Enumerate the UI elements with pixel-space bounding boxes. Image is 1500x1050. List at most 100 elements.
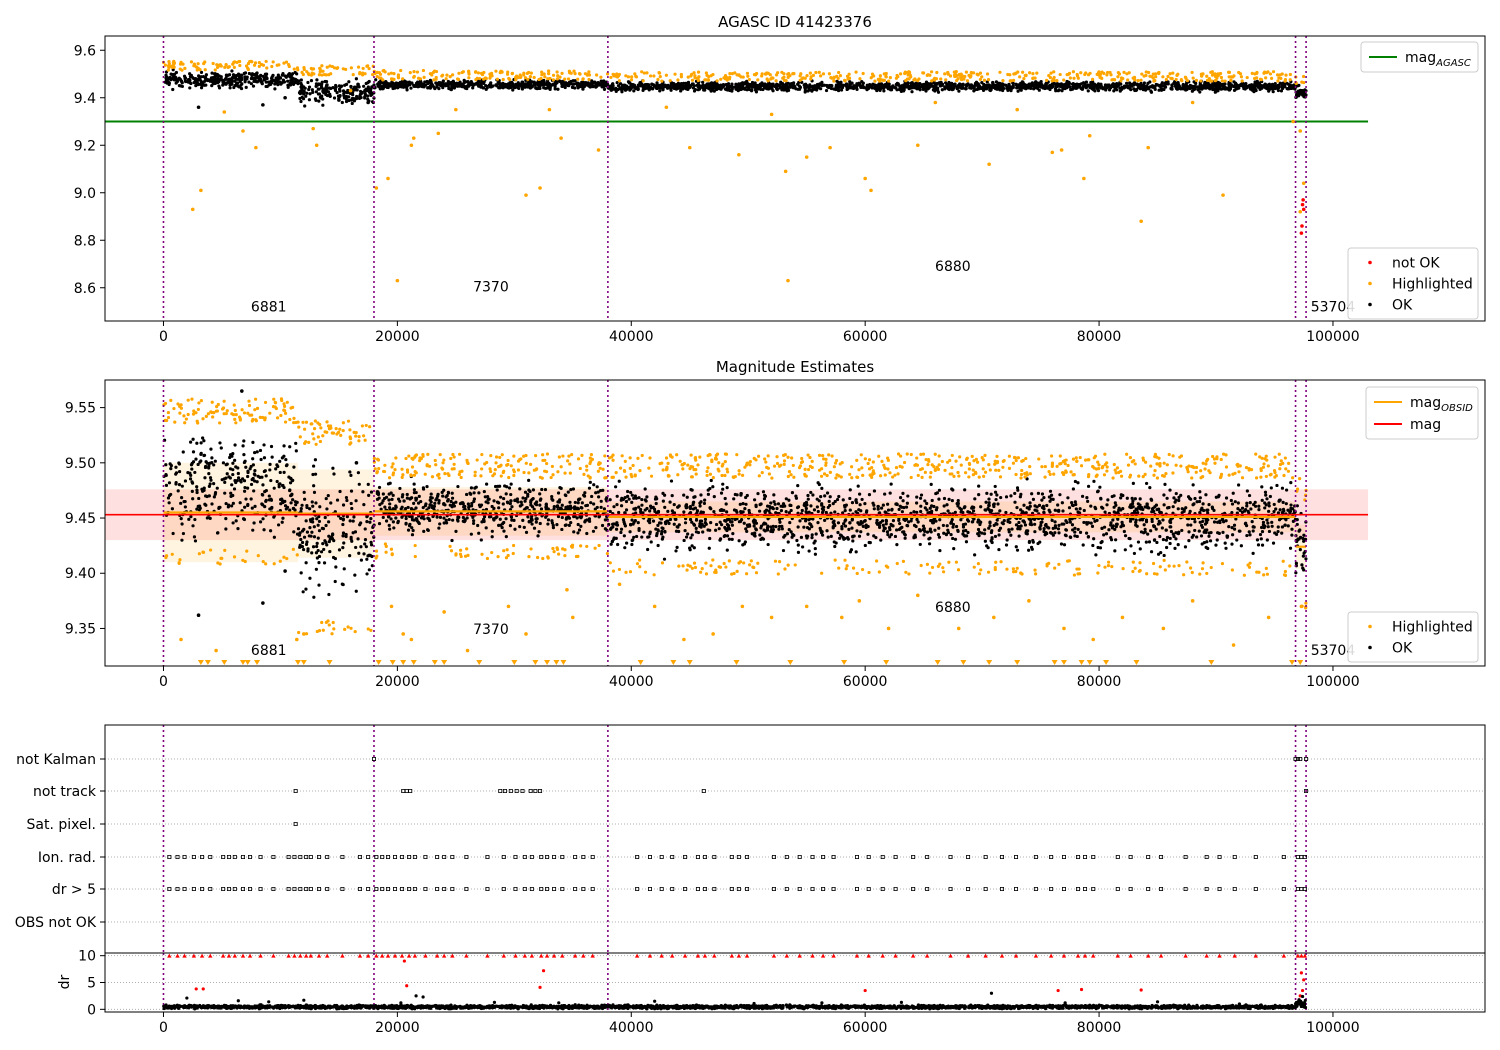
ok-point xyxy=(306,80,310,85)
highlighted-point xyxy=(933,100,938,105)
ok-point xyxy=(292,465,296,469)
highlighted-point xyxy=(652,74,656,78)
ok-point xyxy=(415,519,419,523)
ok-point xyxy=(615,502,619,507)
ok-point xyxy=(526,515,530,519)
highlighted-point xyxy=(514,78,518,82)
ok-point xyxy=(318,95,323,99)
highlighted-point xyxy=(529,71,533,75)
ok-point xyxy=(599,505,603,509)
highlighted-point xyxy=(957,73,961,77)
highlighted-point xyxy=(257,64,261,68)
ok-point xyxy=(560,527,564,532)
ok-point xyxy=(1084,531,1089,535)
x-tick-label: 100000 xyxy=(1306,329,1359,345)
highlighted-point xyxy=(768,73,772,77)
ok-point xyxy=(690,544,694,548)
ok-point xyxy=(658,89,662,93)
ok-point xyxy=(728,88,732,92)
ok-point xyxy=(348,519,352,523)
ok-point xyxy=(307,87,311,92)
ok-point xyxy=(594,526,598,530)
ok-point xyxy=(314,90,318,94)
obsid-label: 6881 xyxy=(251,300,287,316)
ok-point xyxy=(193,517,197,522)
highlighted-point xyxy=(1144,70,1148,74)
ok-point xyxy=(242,71,246,76)
ok-point xyxy=(215,79,219,83)
ok-point xyxy=(1195,500,1199,504)
ok-point xyxy=(186,77,191,82)
ok-point xyxy=(1054,89,1058,93)
highlighted-point xyxy=(1126,78,1130,82)
ok-point xyxy=(191,437,195,441)
highlighted-point xyxy=(573,72,577,76)
highlighted-point xyxy=(183,66,187,70)
highlighted-point xyxy=(1033,76,1037,80)
ok-point xyxy=(414,506,418,510)
ok-point xyxy=(405,492,409,497)
ok-point xyxy=(604,497,608,501)
ok-point xyxy=(526,494,530,498)
ok-point xyxy=(487,515,492,519)
ok-point xyxy=(1213,90,1217,94)
highlighted-point xyxy=(418,77,422,81)
ok-point xyxy=(218,441,222,445)
ok-point xyxy=(426,528,430,533)
highlighted-point xyxy=(199,188,203,193)
highlighted-point xyxy=(431,70,436,74)
ok-point xyxy=(252,489,256,493)
ok-point xyxy=(446,499,450,503)
ok-point xyxy=(1045,503,1049,508)
ok-point xyxy=(402,79,407,83)
ok-point xyxy=(551,498,555,502)
ok-point xyxy=(414,81,419,85)
ok-point xyxy=(620,83,625,87)
highlighted-point xyxy=(799,72,803,76)
ok-point xyxy=(518,525,522,529)
ok-point xyxy=(608,498,612,502)
ok-point xyxy=(602,87,607,91)
highlighted-point xyxy=(640,70,644,74)
highlighted-point xyxy=(292,67,296,71)
ok-point xyxy=(412,482,416,486)
ok-point xyxy=(1247,493,1252,498)
ok-point xyxy=(538,521,542,526)
ok-point xyxy=(236,527,240,531)
ok-point xyxy=(748,84,752,88)
highlighted-point xyxy=(1031,76,1035,81)
ok-point xyxy=(1141,87,1145,92)
ok-point xyxy=(471,521,476,526)
ok-point xyxy=(566,83,570,88)
ok-point xyxy=(205,516,209,520)
highlighted-point xyxy=(203,60,207,64)
ok-point xyxy=(935,81,939,86)
highlighted-point xyxy=(784,78,788,83)
highlighted-point xyxy=(1139,219,1143,224)
ok-point xyxy=(1182,85,1187,89)
ok-point xyxy=(341,522,345,527)
ok-point xyxy=(167,501,171,505)
highlighted-point xyxy=(585,73,589,77)
highlighted-point xyxy=(1024,73,1028,78)
ok-point xyxy=(582,494,587,498)
ok-point xyxy=(407,514,412,519)
ok-point xyxy=(500,522,505,526)
highlighted-point xyxy=(676,78,680,82)
ok-point xyxy=(171,87,175,92)
ok-point xyxy=(745,85,749,89)
ok-point xyxy=(753,84,758,88)
ok-point xyxy=(1213,83,1217,87)
ok-point xyxy=(646,85,650,90)
ok-point xyxy=(472,519,476,523)
ok-point xyxy=(326,493,330,498)
ok-point xyxy=(314,501,318,505)
ok-point xyxy=(623,546,627,550)
ok-point xyxy=(274,467,278,471)
ok-point xyxy=(861,85,865,90)
ok-point xyxy=(260,492,264,497)
ok-point xyxy=(811,493,815,497)
ok-point xyxy=(968,86,972,90)
ok-point xyxy=(236,476,241,480)
